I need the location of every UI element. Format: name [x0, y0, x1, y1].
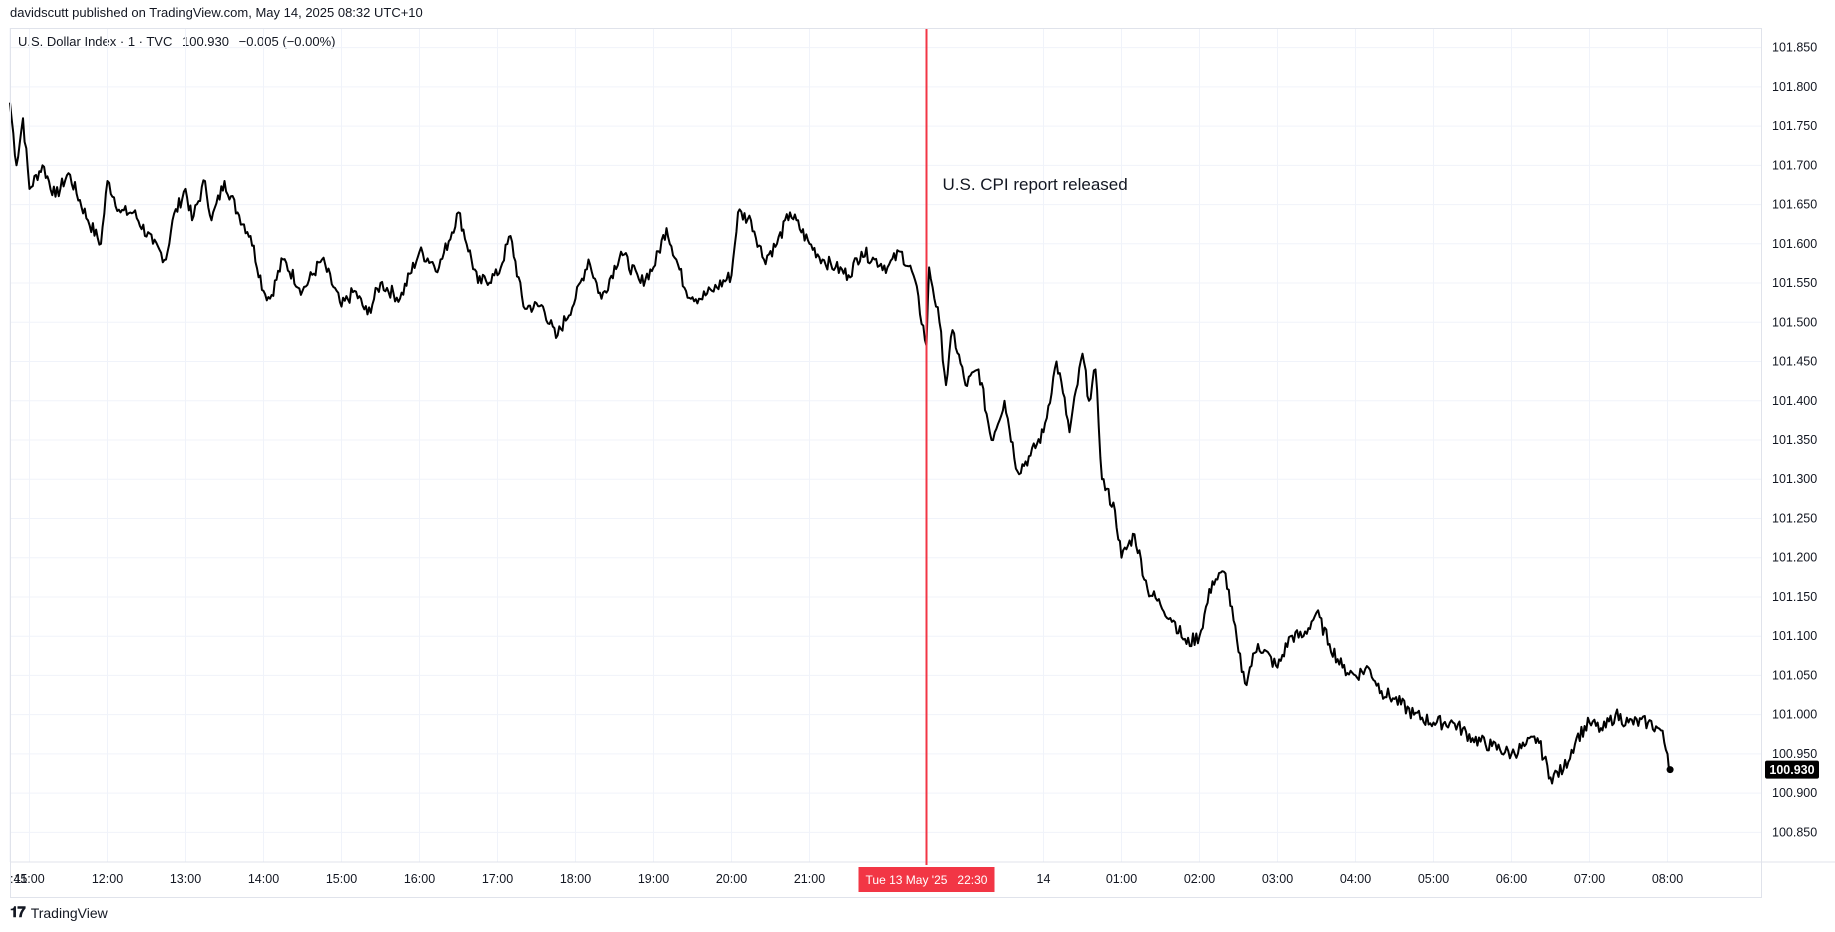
y-tick-label: 101.200	[1772, 551, 1817, 565]
symbol-label[interactable]: U.S. Dollar Index · 1 · TVC	[18, 34, 173, 49]
x-tick-label: 21:00	[794, 872, 825, 886]
publisher-line: davidscutt published on TradingView.com,…	[10, 5, 423, 20]
price-series-line	[9, 102, 1671, 785]
y-tick-label: 101.400	[1772, 394, 1817, 408]
y-tick-label: 101.850	[1772, 41, 1817, 55]
y-tick-label: 101.100	[1772, 629, 1817, 643]
x-tick-label: 19:00	[638, 872, 669, 886]
x-tick-label: 02:00	[1184, 872, 1215, 886]
x-tick-label: 01:00	[1106, 872, 1137, 886]
x-tick-label: 13:00	[170, 872, 201, 886]
y-tick-label: 101.350	[1772, 433, 1817, 447]
x-tick-label: 08:00	[1652, 872, 1683, 886]
x-tick-label: 17:00	[482, 872, 513, 886]
y-tick-label: 101.650	[1772, 198, 1817, 212]
x-tick-label: 07:00	[1574, 872, 1605, 886]
y-tick-label: 101.750	[1772, 119, 1817, 133]
event-time-badge: Tue 13 May '25 22:30	[858, 867, 995, 892]
x-tick-label: 16:00	[404, 872, 435, 886]
y-tick-label: 101.150	[1772, 590, 1817, 604]
last-price-dot	[1666, 766, 1674, 774]
y-tick-label: 100.900	[1772, 786, 1817, 800]
x-tick-label: 03:00	[1262, 872, 1293, 886]
event-time-badge-bg	[858, 867, 995, 892]
last-price-badge-label: 100.930	[1769, 763, 1814, 777]
y-tick-label: 101.450	[1772, 355, 1817, 369]
y-tick-label: 100.950	[1772, 747, 1817, 761]
x-tick-label: 15:00	[326, 872, 357, 886]
y-tick-label: 101.250	[1772, 511, 1817, 525]
last-price-badge: 100.930	[1765, 760, 1819, 779]
x-tick-label: 20:00	[716, 872, 747, 886]
tradingview-logo-icon[interactable]: 𝟏𝟕	[10, 904, 26, 921]
grid-lines	[9, 28, 1835, 863]
y-tick-label: 100.850	[1772, 825, 1817, 839]
x-tick-label: 11:00	[14, 872, 44, 886]
footer: 𝟏𝟕 TradingView	[10, 904, 108, 921]
y-tick-label: 101.050	[1772, 668, 1817, 682]
last-price-badge-bg	[1765, 760, 1819, 779]
y-tick-label: 101.700	[1772, 158, 1817, 172]
y-tick-label: 101.600	[1772, 237, 1817, 251]
x-tick-label: 04:00	[1340, 872, 1371, 886]
x-tick-label: 12:00	[92, 872, 123, 886]
x-tick-label: 05:00	[1418, 872, 1449, 886]
y-tick-label: 101.550	[1772, 276, 1817, 290]
y-tick-label: 101.300	[1772, 472, 1817, 486]
change-value: −0.005 (−0.00%)	[238, 34, 336, 49]
x-tick-label: 14	[1037, 872, 1051, 886]
y-tick-label: 101.800	[1772, 80, 1817, 94]
x-tick-label: 18:00	[560, 872, 591, 886]
y-tick-label: 101.500	[1772, 315, 1817, 329]
x-tick-label: 06:00	[1496, 872, 1527, 886]
footer-brand[interactable]: TradingView	[30, 904, 108, 921]
cpi-annotation[interactable]: U.S. CPI report released	[943, 175, 1128, 194]
y-tick-label: 101.000	[1772, 708, 1817, 722]
last-price-value: 100.930	[182, 34, 229, 49]
y-axis[interactable]: 101.850 101.800 101.750 101.700 101.650 101.6…	[1772, 41, 1817, 840]
x-tick-label: 14:00	[248, 872, 279, 886]
event-time-badge-label: Tue 13 May '25 22:30	[866, 873, 988, 887]
chart-legend: U.S. Dollar Index · 1 · TVC 100.930 −0.0…	[18, 34, 341, 49]
x-tick-label: :45	[10, 872, 27, 886]
